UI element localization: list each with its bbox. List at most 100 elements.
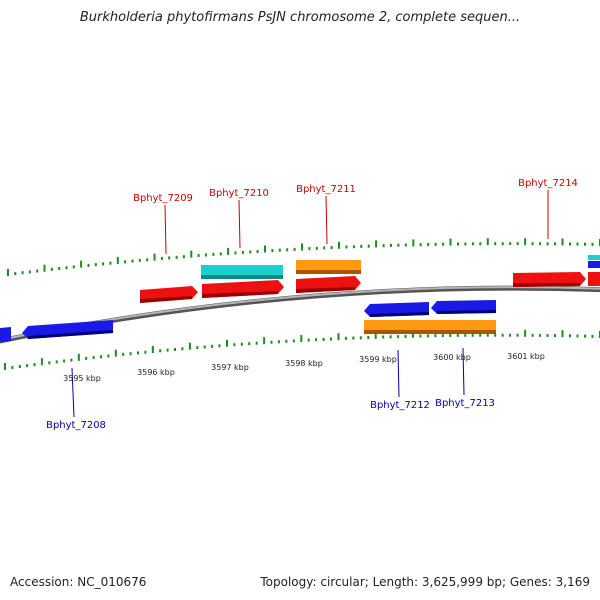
scale-tick-minor — [531, 333, 534, 337]
scale-tick-major — [40, 358, 43, 366]
gene-bphyt-7211[interactable] — [296, 260, 361, 293]
scale-tick-minor — [211, 344, 214, 348]
scale-tick-minor — [107, 354, 110, 358]
accession-text: Accession: NC_010676 — [10, 575, 147, 589]
scale-tick-minor — [205, 253, 207, 257]
scale-tick-minor — [307, 338, 310, 342]
scale-tick-major — [412, 330, 414, 338]
scale-tick-major — [7, 269, 9, 276]
scale-tick-minor — [456, 333, 459, 337]
scale-tick-minor — [124, 260, 127, 264]
scale-tick-minor — [419, 243, 422, 247]
scale-tick-minor — [219, 252, 222, 256]
scale-tick-minor — [21, 271, 24, 275]
scale-tick-minor — [196, 346, 199, 350]
scale-tick-major — [227, 247, 230, 255]
scale-tick-minor — [539, 242, 542, 246]
gene-label-bphyt-7214[interactable]: Bphyt_7214 — [518, 178, 578, 189]
gene-bphyt-7214[interactable] — [513, 272, 586, 287]
gene-bphyt-7210[interactable] — [201, 265, 284, 298]
scale-tick-minor — [546, 242, 549, 246]
gene-label-bphyt-7213[interactable]: Bphyt_7213 — [435, 398, 495, 409]
scale-tick-minor — [591, 334, 594, 338]
scale-tick-minor — [479, 242, 482, 246]
scale-tick-minor — [18, 365, 21, 368]
gene-edge-left[interactable] — [0, 327, 11, 342]
gene-bphyt-7209[interactable] — [140, 286, 198, 303]
gene-box-cyan — [588, 255, 600, 260]
scale-tick-minor — [166, 348, 169, 352]
gene-arrow-shade — [437, 310, 496, 314]
scale-tick-minor — [464, 242, 467, 246]
scale-tick-major — [151, 346, 154, 353]
gene-label-bphyt-7211[interactable]: Bphyt_7211 — [296, 184, 356, 195]
scale-tick-major — [449, 238, 452, 246]
scale-tick-major — [374, 331, 377, 339]
scale-tick-major — [338, 241, 340, 249]
scale-tick-minor — [203, 345, 206, 349]
scale-tick-minor — [308, 247, 311, 251]
gene-label-bphyt-7212[interactable]: Bphyt_7212 — [370, 400, 430, 411]
scale-tick-minor — [397, 243, 400, 247]
scale-tick-minor — [426, 334, 429, 338]
scale-tick-minor — [233, 343, 236, 347]
gene-box-cyan — [201, 265, 283, 278]
gene-edge-right[interactable] — [588, 255, 600, 286]
scale-tick-minor — [442, 242, 445, 246]
scale-tick-minor — [441, 334, 444, 338]
scale-tick-minor — [48, 361, 51, 365]
page-title: Burkholderia phytofirmans PsJN chromosom… — [79, 10, 521, 25]
scale-tick-minor — [50, 267, 53, 271]
gene-box-red — [588, 272, 600, 286]
gene-label-bphyt-7210[interactable]: Bphyt_7210 — [209, 188, 269, 199]
scale-tick-minor — [322, 337, 325, 341]
scale-tick-major — [263, 337, 266, 345]
dotted-scale-top — [7, 238, 600, 276]
scale-tick-minor — [160, 257, 163, 260]
scale-tick-minor — [137, 351, 139, 355]
scale-tick-minor — [109, 261, 112, 265]
scale-tick-minor — [330, 337, 332, 341]
scale-tick-minor — [352, 245, 355, 249]
scale-tick-minor — [569, 242, 571, 246]
scale-tick-major — [337, 333, 340, 341]
scale-tick-minor — [330, 246, 333, 250]
gene-box-blue — [588, 261, 600, 268]
scale-tick-minor — [584, 242, 586, 246]
scale-tick-minor — [315, 246, 318, 250]
scale-tick-minor — [33, 363, 36, 367]
scale-tick-minor — [92, 356, 95, 360]
scale-tick-minor — [479, 333, 482, 337]
scale-tick-minor — [129, 352, 132, 356]
scale-tick-major — [77, 353, 80, 361]
scale-tick-minor — [182, 255, 185, 259]
scale-tick-major — [43, 264, 46, 272]
scale-tick-minor — [293, 247, 296, 251]
scale-tick-minor — [122, 352, 125, 356]
scale-tick-minor — [131, 259, 134, 263]
gene-box-cyan-shade — [201, 275, 283, 279]
scale-tick-major — [412, 239, 415, 247]
gene-label-bphyt-7208[interactable]: Bphyt_7208 — [46, 420, 106, 431]
gene-bphyt-7213[interactable] — [431, 300, 496, 314]
scale-tick-minor — [70, 358, 73, 362]
scale-tick-minor — [539, 333, 542, 337]
scale-tick-minor — [292, 339, 295, 343]
scale-tick-major — [226, 339, 228, 347]
scale-label-3601: 3601 kbp — [507, 352, 545, 361]
gene-bphyt-7208[interactable] — [22, 320, 113, 339]
gene-arrow-shade — [202, 291, 278, 298]
scale-tick-minor — [55, 360, 58, 364]
scale-tick-minor — [471, 333, 474, 337]
gene-bphyt-7212[interactable] — [364, 302, 496, 334]
scale-tick-minor — [546, 334, 549, 337]
scale-tick-minor — [404, 334, 407, 338]
scale-tick-minor — [404, 243, 407, 247]
gene-label-bphyt-7209[interactable]: Bphyt_7209 — [133, 193, 193, 204]
scale-tick-minor — [464, 333, 467, 337]
scale-tick-minor — [531, 242, 534, 246]
scale-tick-minor — [241, 250, 244, 254]
scale-tick-minor — [315, 338, 318, 342]
scale-tick-minor — [197, 254, 200, 257]
scale-tick-minor — [240, 342, 243, 346]
